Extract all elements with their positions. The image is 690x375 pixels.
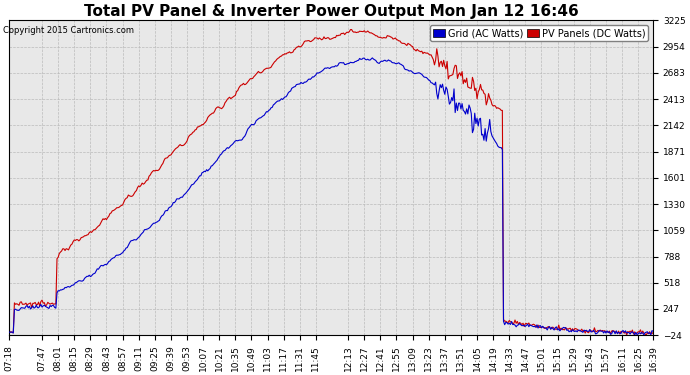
Title: Total PV Panel & Inverter Power Output Mon Jan 12 16:46: Total PV Panel & Inverter Power Output M… <box>83 4 578 19</box>
Legend: Grid (AC Watts), PV Panels (DC Watts): Grid (AC Watts), PV Panels (DC Watts) <box>431 25 648 41</box>
Text: Copyright 2015 Cartronics.com: Copyright 2015 Cartronics.com <box>3 26 135 35</box>
